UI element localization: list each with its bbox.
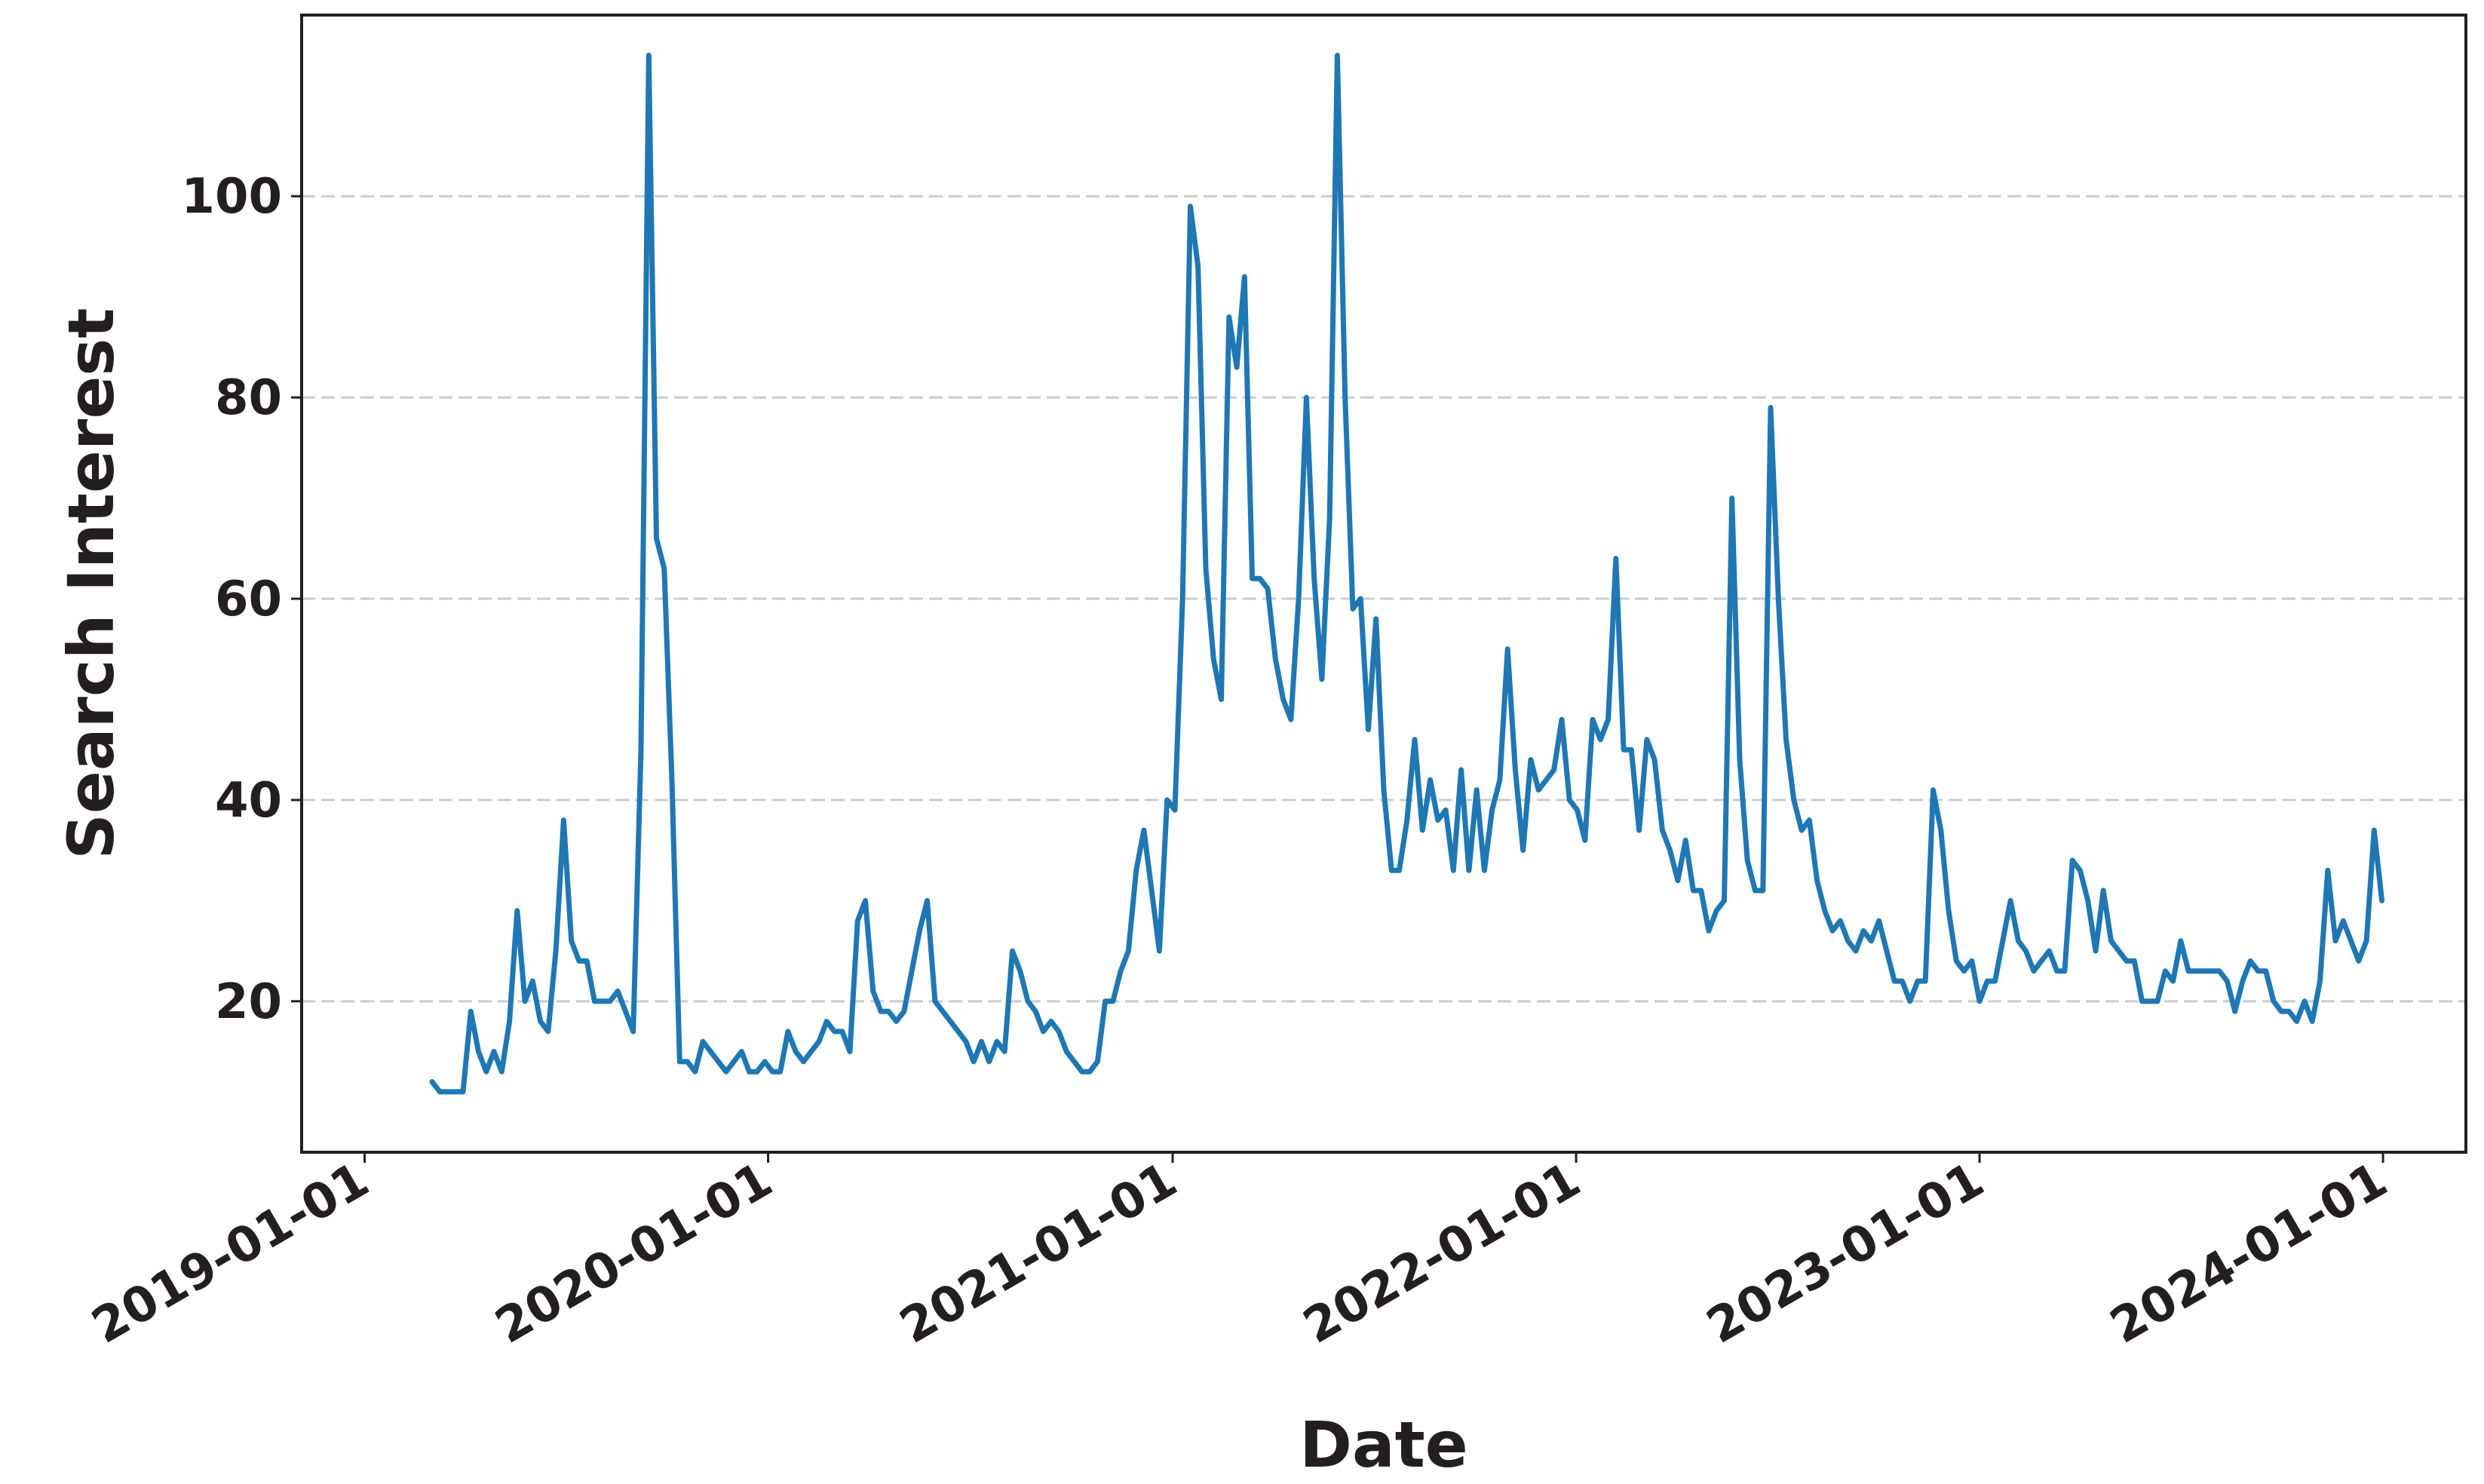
x-tick-label: 2023-01-01 [1698, 1152, 1994, 1355]
y-tick-label: 20 [215, 974, 282, 1030]
series-group [429, 52, 2385, 1095]
x-axis-label: Date [1299, 1408, 1468, 1482]
y-tick-label: 80 [215, 370, 282, 426]
y-tick-label: 100 [181, 169, 282, 225]
y-tick-label: 40 [215, 773, 282, 829]
y-tick-label: 60 [215, 572, 282, 627]
x-tick-label: 2019-01-01 [83, 1152, 379, 1355]
y-axis-label: Search Interest [54, 308, 128, 859]
plot-frame [300, 14, 2467, 1154]
y-gridlines [302, 195, 2466, 1003]
x-tick-label: 2021-01-01 [891, 1152, 1187, 1355]
x-tick-label: 2020-01-01 [486, 1152, 782, 1355]
x-axis-ticks: 2019-01-01 2020-01-01 2021-01-01 2022-01-01… [83, 1152, 2397, 1355]
x-tick-label: 2022-01-01 [1295, 1152, 1590, 1355]
x-tick-label: 2024-01-01 [2102, 1152, 2397, 1355]
series-line [429, 52, 2385, 1095]
y-axis-ticks: 20 40 60 80 100 [181, 169, 302, 1030]
